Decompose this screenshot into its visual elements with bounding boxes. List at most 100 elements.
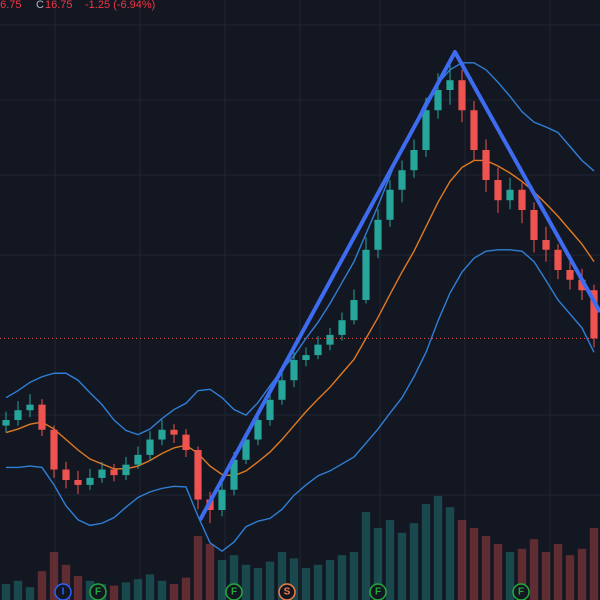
volume-bar	[553, 544, 563, 600]
volume-bar	[1, 584, 11, 600]
candle-body	[194, 450, 202, 500]
volume-bar	[433, 496, 443, 600]
candle-body	[434, 90, 442, 111]
volume-bar	[241, 564, 251, 600]
volume-bar	[397, 532, 407, 600]
candle-body	[14, 410, 22, 420]
candle-body	[410, 150, 418, 171]
volume-bar	[229, 555, 239, 600]
candle-body	[218, 489, 226, 510]
volume-bar	[37, 571, 47, 600]
header-close: 16.75	[45, 0, 73, 11]
volume-bar	[445, 507, 455, 600]
volume-bar	[253, 568, 263, 600]
candle-body	[170, 429, 178, 435]
volume-bar	[313, 564, 323, 600]
candle-body	[110, 469, 118, 476]
volume-bar	[61, 564, 71, 600]
candle-body	[338, 320, 346, 335]
candle-body	[290, 360, 298, 381]
volume-bar	[541, 552, 551, 600]
candle-body	[590, 290, 598, 339]
candle-body	[302, 355, 310, 360]
bands-layer	[5, 62, 595, 553]
candle-body	[518, 189, 526, 210]
volume-bar	[529, 539, 539, 600]
candle-body	[494, 180, 502, 201]
volume-bar	[361, 512, 371, 600]
candle-body	[542, 240, 550, 250]
candle-body	[506, 189, 514, 201]
event-label: F	[231, 587, 237, 598]
volume-bar	[109, 585, 119, 600]
volume-bar	[145, 574, 155, 600]
candle-body	[470, 110, 478, 150]
event-label: F	[375, 587, 381, 598]
event-marker[interactable]	[512, 583, 530, 600]
volume-bar	[505, 552, 515, 600]
candle-body	[50, 429, 58, 470]
volume-bar	[373, 528, 383, 600]
volume-bar	[469, 528, 479, 600]
band-upper	[5, 62, 595, 436]
volume-bar	[169, 584, 179, 600]
candle-body	[374, 219, 382, 250]
candle-body	[446, 80, 454, 90]
trend-line	[198, 50, 600, 521]
candle-body	[26, 404, 34, 411]
candle-body	[554, 249, 562, 270]
header-close-label: C	[36, 0, 44, 11]
event-marker[interactable]	[225, 583, 243, 600]
candle-body	[362, 249, 370, 300]
candle-body	[38, 404, 46, 430]
candle-body	[2, 420, 10, 426]
volume-bar	[181, 577, 191, 600]
event-marker[interactable]	[278, 583, 296, 600]
candle-body	[530, 210, 538, 240]
event-markers: I F F S F F	[54, 583, 530, 600]
band-basis	[5, 159, 595, 477]
volume-bar	[25, 587, 35, 600]
volume-bar	[481, 536, 491, 600]
volume-bar	[493, 544, 503, 600]
volume-bar	[265, 561, 275, 600]
volume-bar	[517, 548, 527, 600]
candle-body	[482, 150, 490, 180]
volume-layer	[1, 496, 599, 600]
event-label: S	[284, 587, 291, 598]
volume-bar	[49, 552, 59, 600]
event-marker[interactable]	[89, 583, 107, 600]
candle-body	[62, 469, 70, 480]
volume-bar	[205, 544, 215, 600]
candle-body	[146, 439, 154, 455]
volume-bar	[337, 555, 347, 600]
volume-bar	[277, 552, 287, 600]
candle-body	[566, 270, 574, 280]
volume-bar	[385, 520, 395, 600]
volume-bar	[289, 558, 299, 600]
event-label: F	[95, 587, 101, 598]
volume-bar	[565, 555, 575, 600]
candle-body	[278, 380, 286, 400]
volume-bar	[193, 536, 203, 600]
volume-bar	[421, 504, 431, 600]
event-label: F	[518, 587, 524, 598]
band-lower	[6, 249, 595, 553]
volume-bar	[457, 520, 467, 600]
volume-bar	[349, 552, 359, 600]
candle-body	[314, 344, 322, 356]
event-marker[interactable]	[54, 583, 72, 600]
volume-bar	[577, 548, 587, 600]
candle-body	[242, 439, 250, 460]
candle-body	[86, 477, 94, 485]
candle-body	[74, 480, 82, 485]
candle-body	[350, 300, 358, 321]
volume-bar	[133, 579, 143, 600]
volume-bar	[301, 568, 311, 600]
event-marker[interactable]	[369, 583, 387, 600]
volume-bar	[589, 528, 599, 600]
candle-body	[98, 469, 106, 478]
candle-body	[122, 464, 130, 476]
